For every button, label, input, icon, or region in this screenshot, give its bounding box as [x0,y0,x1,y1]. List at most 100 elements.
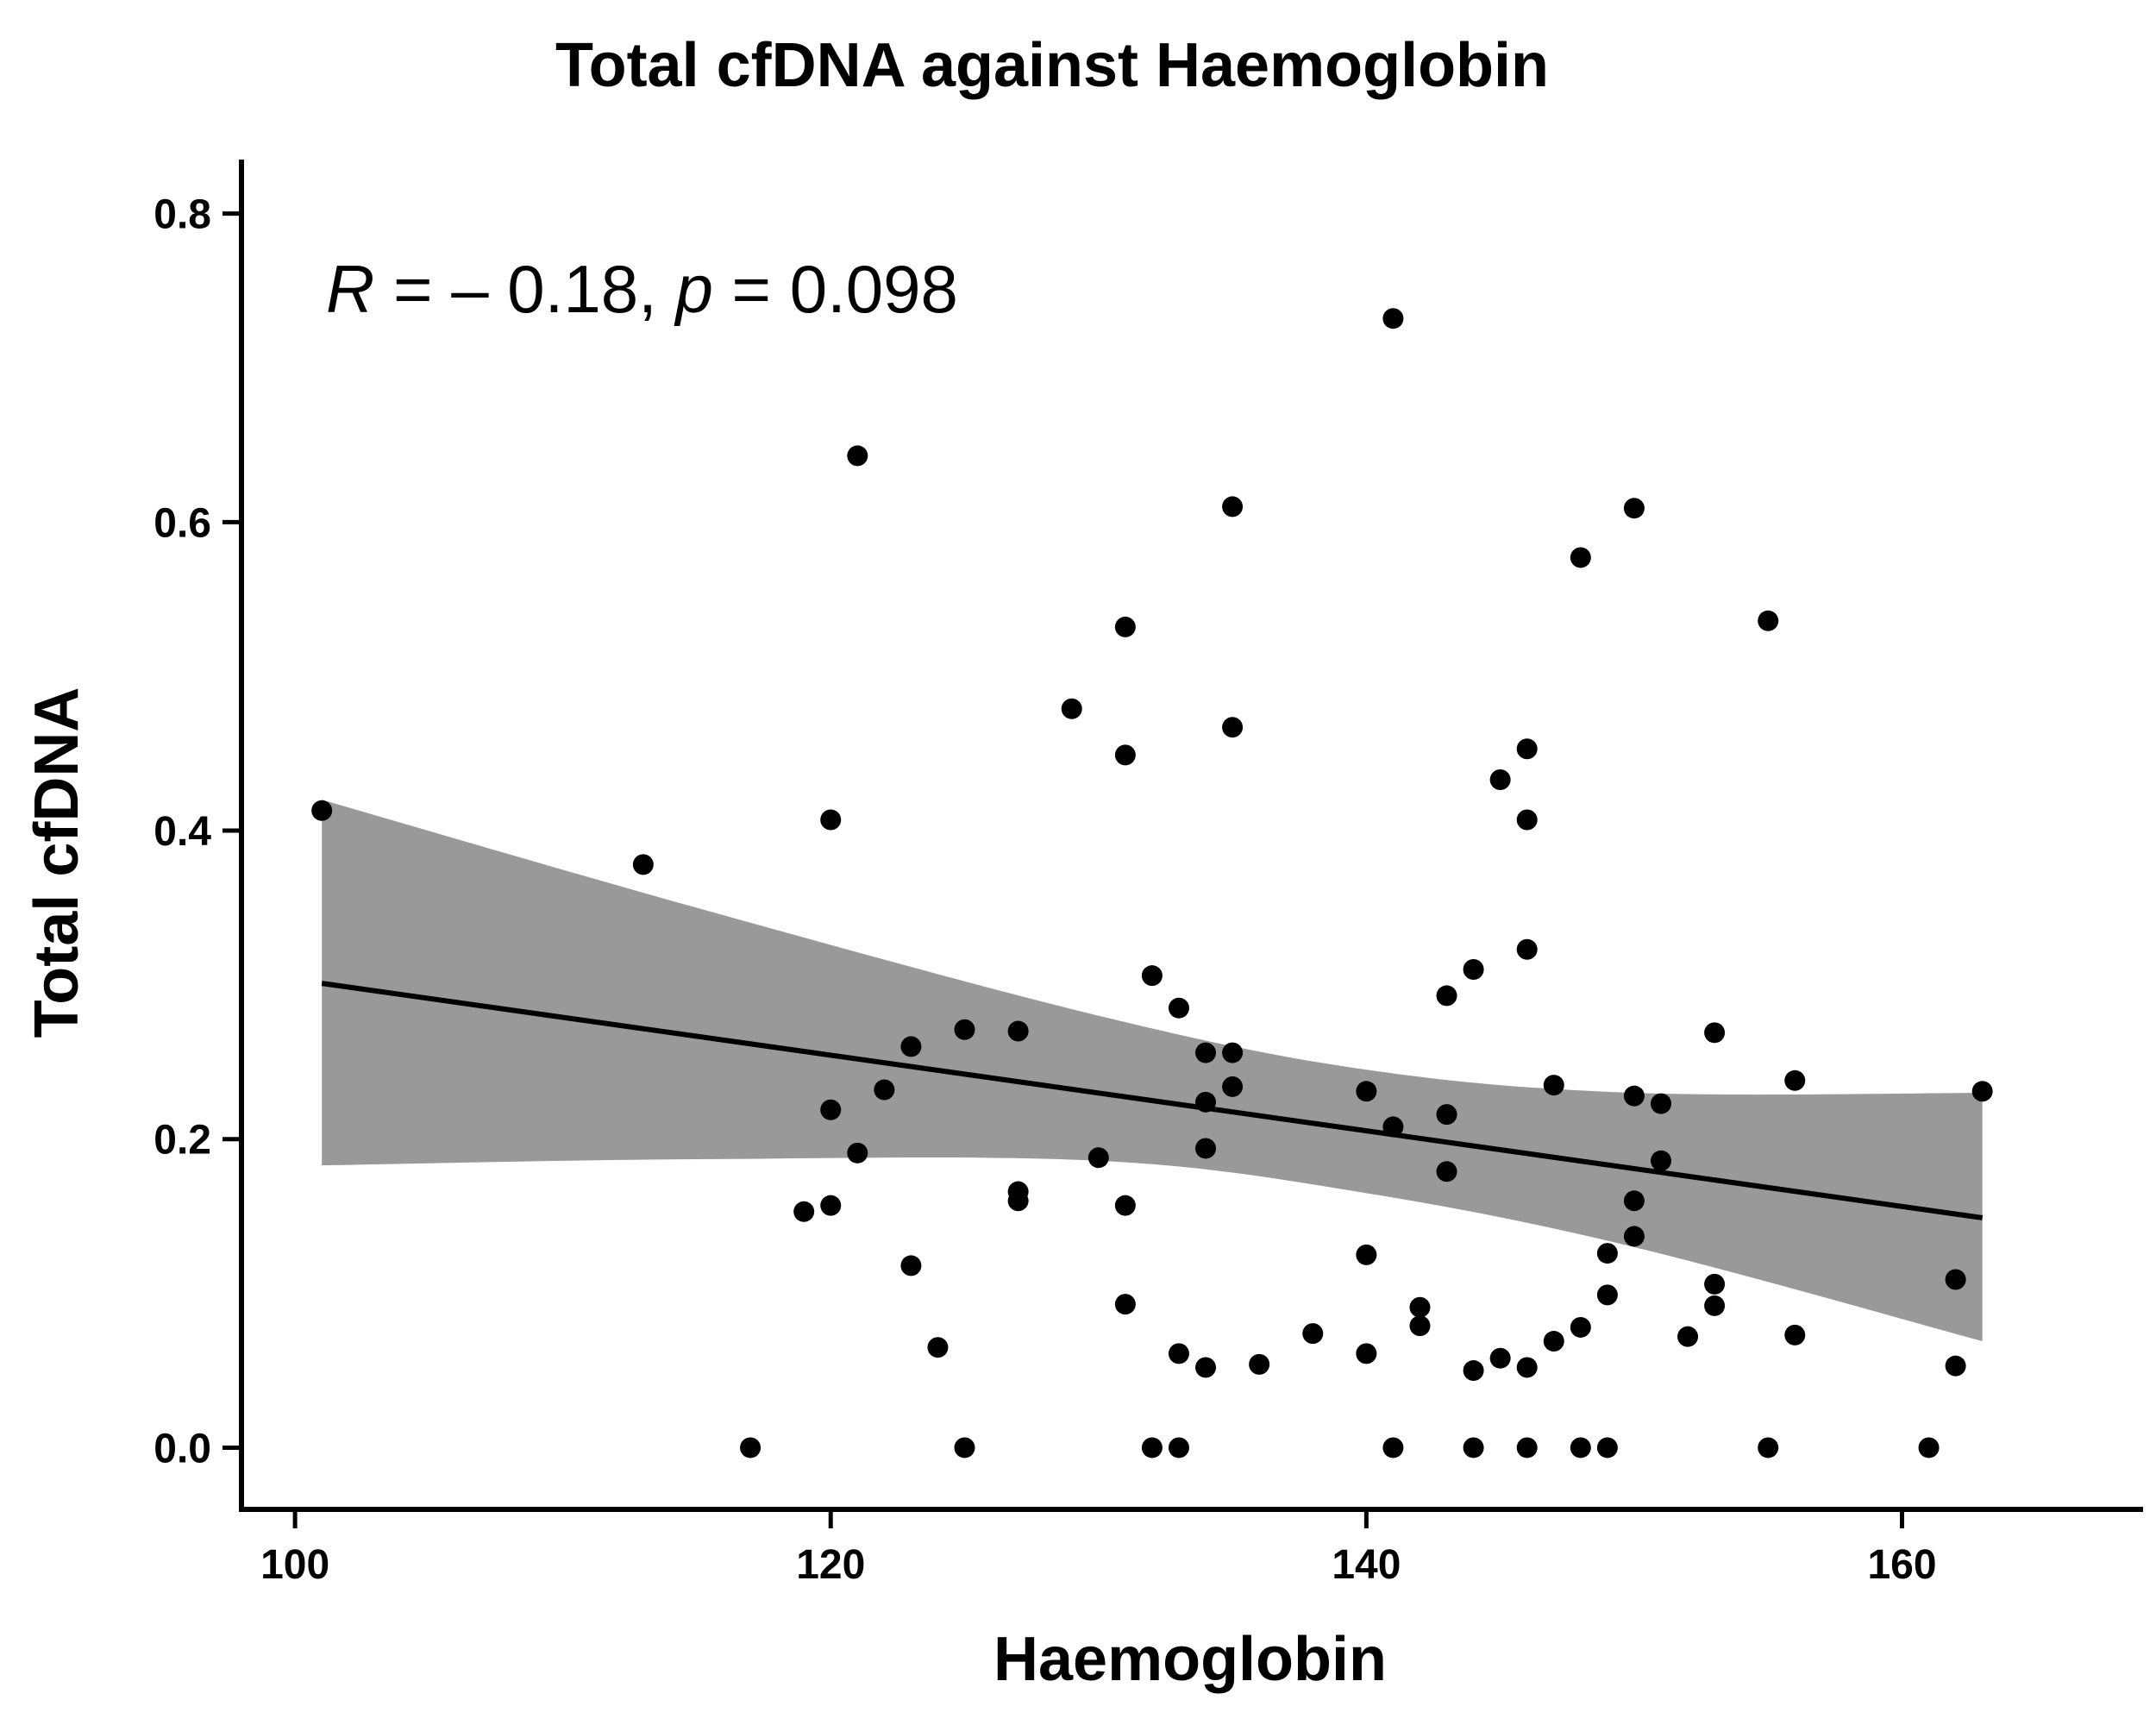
data-point [1596,1437,1618,1458]
data-point [820,1195,842,1216]
data-point [1061,698,1082,719]
correlation-annotation: R = – 0.18, p = 0.098 [326,251,958,327]
p-value-text: = 0.098 [713,251,958,327]
data-point [1195,1091,1217,1113]
data-point [1489,1347,1511,1369]
data-point [1436,1161,1457,1182]
data-point [1677,1326,1699,1347]
y-axis-title: Total cfDNA [22,687,91,1038]
data-point [1784,1324,1806,1346]
data-point [847,1142,868,1164]
data-point [900,1255,922,1276]
data-point [1382,1437,1404,1458]
data-point [1409,1296,1431,1318]
data-point [1007,1020,1029,1042]
data-point [793,1201,815,1222]
data-point [927,1337,949,1358]
data-point [1543,1075,1564,1096]
data-point [1382,1116,1404,1138]
r-value-text: = – 0.18, [374,251,675,327]
data-point [954,1019,975,1040]
regression-line-layer [321,981,1984,1220]
data-point [632,854,654,875]
data-point [954,1437,975,1458]
data-point [1168,997,1189,1019]
data-point [1195,1042,1217,1063]
data-point [1623,1226,1645,1247]
data-point [1114,1195,1136,1216]
data-point [1704,1295,1726,1316]
data-point [1784,1070,1806,1091]
data-point [1463,1437,1484,1458]
data-point [1623,1085,1645,1107]
y-tick-label: 0.2 [154,1118,211,1164]
data-point [1114,1294,1136,1315]
y-tick-label: 0.4 [154,809,211,855]
data-point [1650,1093,1671,1114]
data-point [1596,1284,1618,1306]
data-point [311,800,333,821]
data-point [1436,985,1457,1007]
data-point [1543,1331,1564,1352]
data-point [1570,547,1591,568]
x-tick-label: 140 [1332,1542,1401,1588]
x-tick-label: 160 [1867,1542,1936,1588]
data-point [1704,1022,1726,1044]
x-tick-label: 100 [260,1542,329,1588]
data-point [1356,1343,1377,1364]
data-point [1249,1353,1270,1375]
data-point [740,1437,761,1458]
data-point [1141,1437,1163,1458]
data-point [1945,1269,1966,1290]
data-point [1650,1150,1671,1171]
data-point [1623,1190,1645,1212]
data-point [1222,1076,1244,1097]
y-tick-label: 0.6 [154,500,211,546]
p-symbol: p [674,251,712,327]
data-point [1516,938,1538,960]
data-point [1516,1437,1538,1458]
data-point [1382,308,1404,329]
axes-layer [239,160,2143,1512]
data-point [1704,1273,1726,1295]
confidence-band-layer [322,800,1983,1342]
data-point [874,1079,895,1101]
data-point [847,445,868,467]
data-point [1463,959,1484,980]
regression-line [321,981,1984,1220]
data-point [1945,1355,1966,1377]
data-point [1141,965,1163,987]
data-point [1007,1190,1029,1212]
data-point [1516,809,1538,831]
y-tick-label: 0.8 [154,192,211,238]
data-point [1195,1138,1217,1159]
data-point [1195,1357,1217,1378]
data-point [1489,769,1511,791]
data-point [1570,1316,1591,1338]
data-point [1356,1081,1377,1102]
data-point [1356,1244,1377,1265]
data-point [1222,717,1244,738]
data-point [900,1036,922,1057]
data-point [1222,1042,1244,1063]
data-point [1918,1437,1940,1458]
ticks-layer: 100 120 140 160 0.0 0.2 0.4 0.6 0.8 [154,192,1936,1588]
data-point [1114,744,1136,766]
y-tick-label: 0.0 [154,1426,211,1471]
data-point [1516,1357,1538,1378]
chart-title: Total cfDNA against Haemoglobin [555,31,1549,100]
data-point [1596,1243,1618,1264]
data-point [1302,1323,1324,1345]
data-point [1570,1437,1591,1458]
data-point [1409,1315,1431,1337]
r-symbol: R [326,251,374,327]
data-point [1623,498,1645,519]
data-point [1436,1104,1457,1126]
x-tick-label: 120 [796,1542,865,1588]
data-point [1222,496,1244,518]
data-point [1516,738,1538,760]
x-axis-title: Haemoglobin [993,1625,1387,1694]
confidence-band [322,800,1983,1342]
data-point [1758,1437,1779,1458]
